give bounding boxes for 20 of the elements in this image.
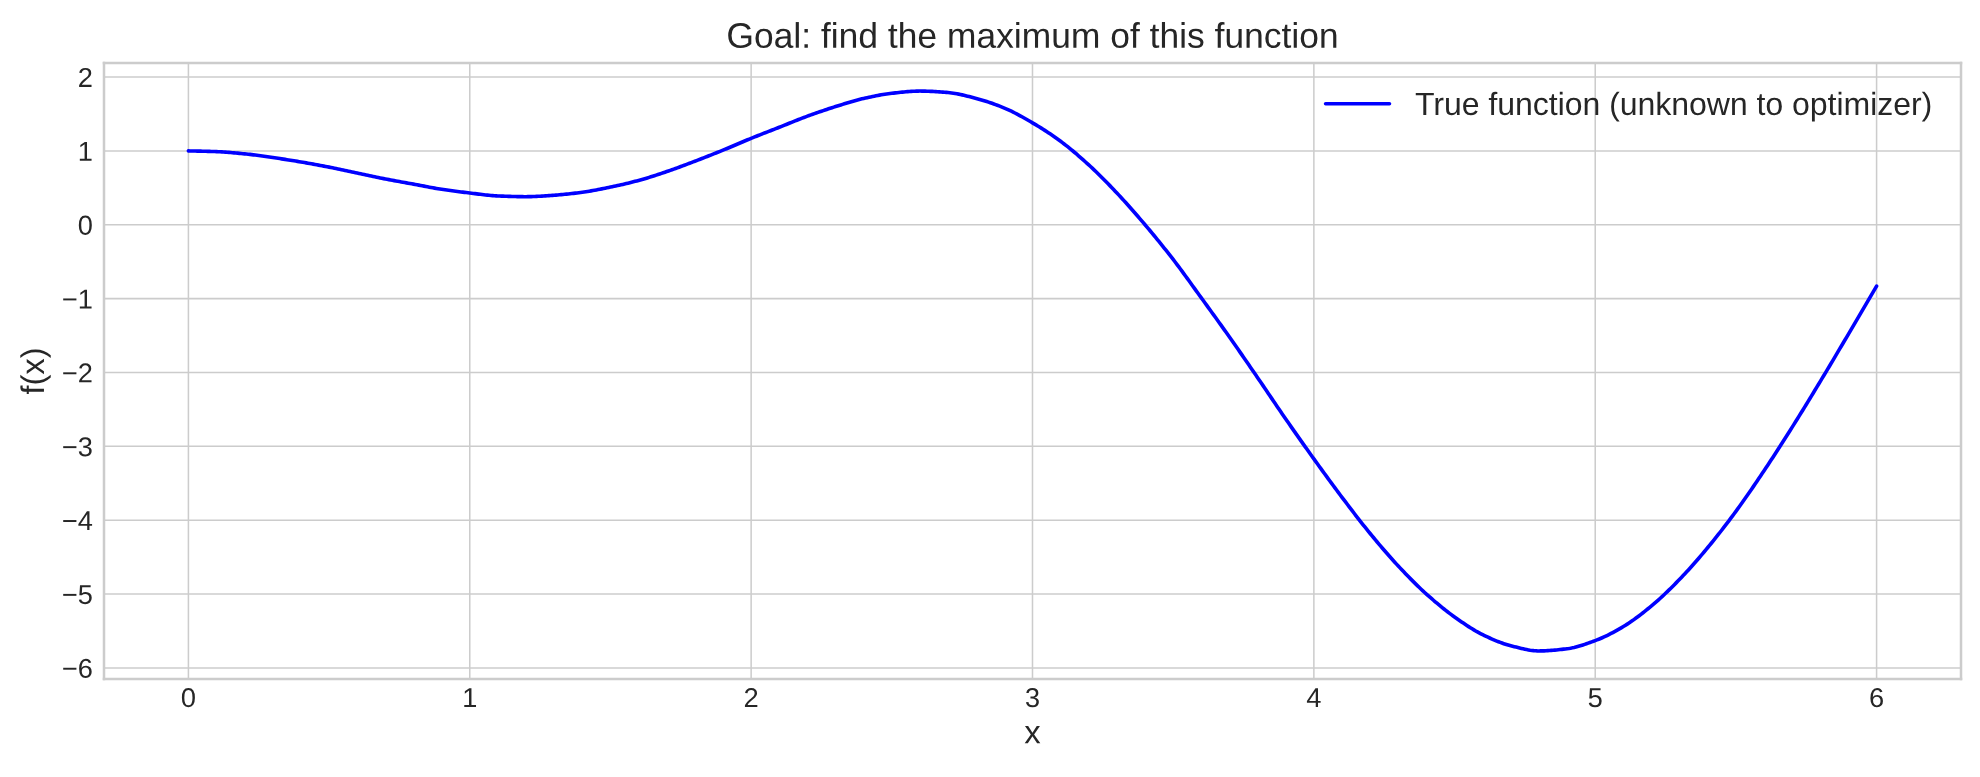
x-tick-label: 1 [464, 688, 477, 708]
y-tick-label: 0 [78, 215, 92, 235]
y-axis-title: f(x) [20, 349, 51, 395]
y-tick-label: 2 [79, 67, 92, 87]
y-tick-label: −5 [63, 585, 92, 605]
x-tick-label: 3 [1025, 688, 1039, 708]
y-tick-label: 1 [79, 142, 92, 161]
x-tick-label: 2 [744, 688, 758, 708]
y-tick-label: −3 [63, 437, 92, 457]
y-tick-label: −1 [63, 289, 92, 309]
chart-title: Goal: find the maximum of this function [728, 22, 1337, 49]
x-tick-label: 4 [1306, 688, 1321, 708]
x-tick-label: 6 [1870, 688, 1883, 708]
x-tick-label: 5 [1588, 688, 1602, 708]
legend-label: True function (unknown to optimizer) [1415, 91, 1931, 122]
x-tick-label: 0 [181, 688, 195, 708]
y-tick-label: −4 [63, 511, 93, 531]
y-tick-label: −2 [63, 363, 92, 383]
y-tick-label: −6 [63, 658, 92, 679]
x-axis-title: x [1024, 726, 1041, 744]
